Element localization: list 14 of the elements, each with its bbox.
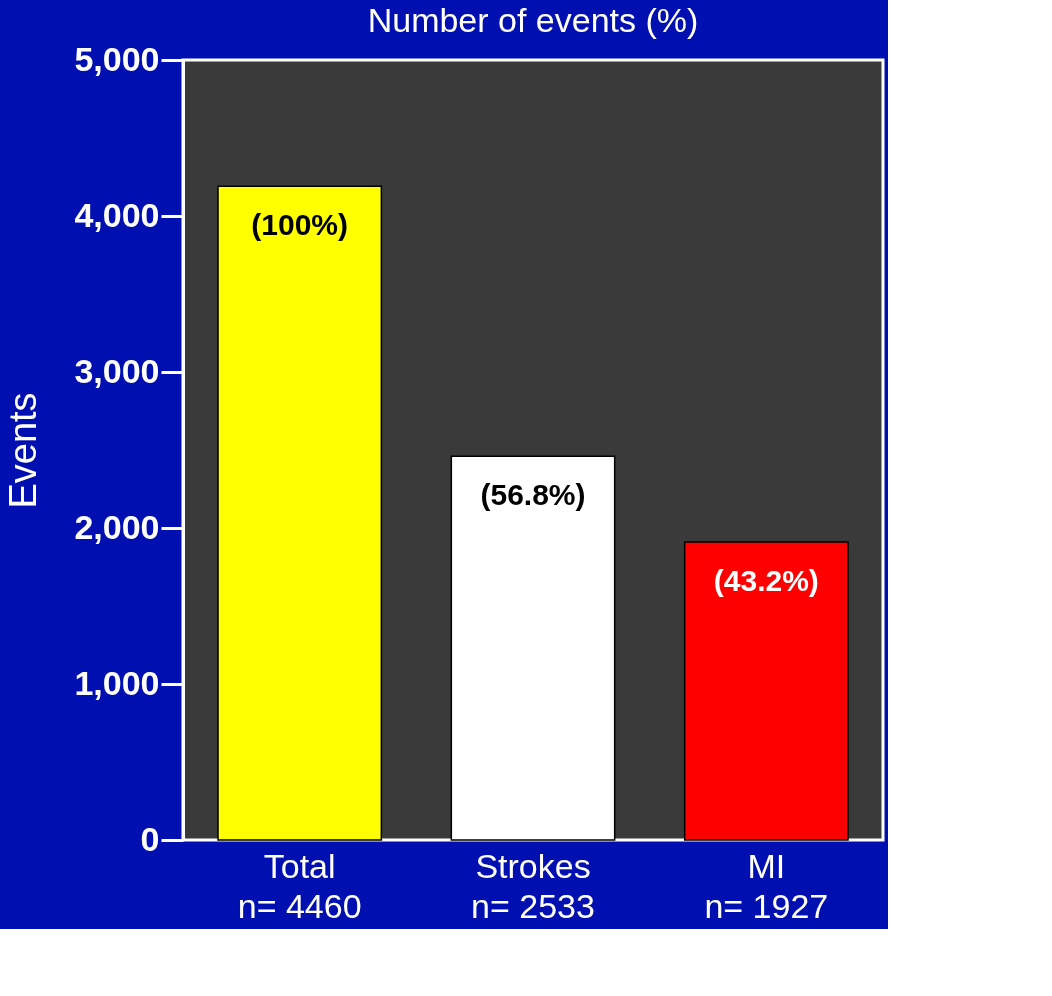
x-tick-label: MI n= 1927 — [704, 846, 829, 925]
chart-title: Number of events (%) — [367, 1, 699, 39]
y-tick-label: 2,000 — [74, 507, 160, 546]
y-tick-label: 5,000 — [74, 39, 160, 78]
annotation: (100%) — [251, 208, 349, 242]
x-tick-label: Total n= 4460 — [237, 846, 362, 925]
y-axis-title: Events — [2, 392, 45, 509]
y-tick-label: 1,000 — [74, 663, 160, 702]
y-tick-label: 4,000 — [74, 195, 160, 234]
annotation: (43.2%) — [713, 564, 819, 598]
y-tick-label: 3,000 — [74, 351, 160, 390]
x-tick-label: Strokes n= 2533 — [471, 846, 595, 925]
y-tick-label: 0 — [140, 819, 160, 858]
annotation: (56.8%) — [480, 478, 586, 512]
